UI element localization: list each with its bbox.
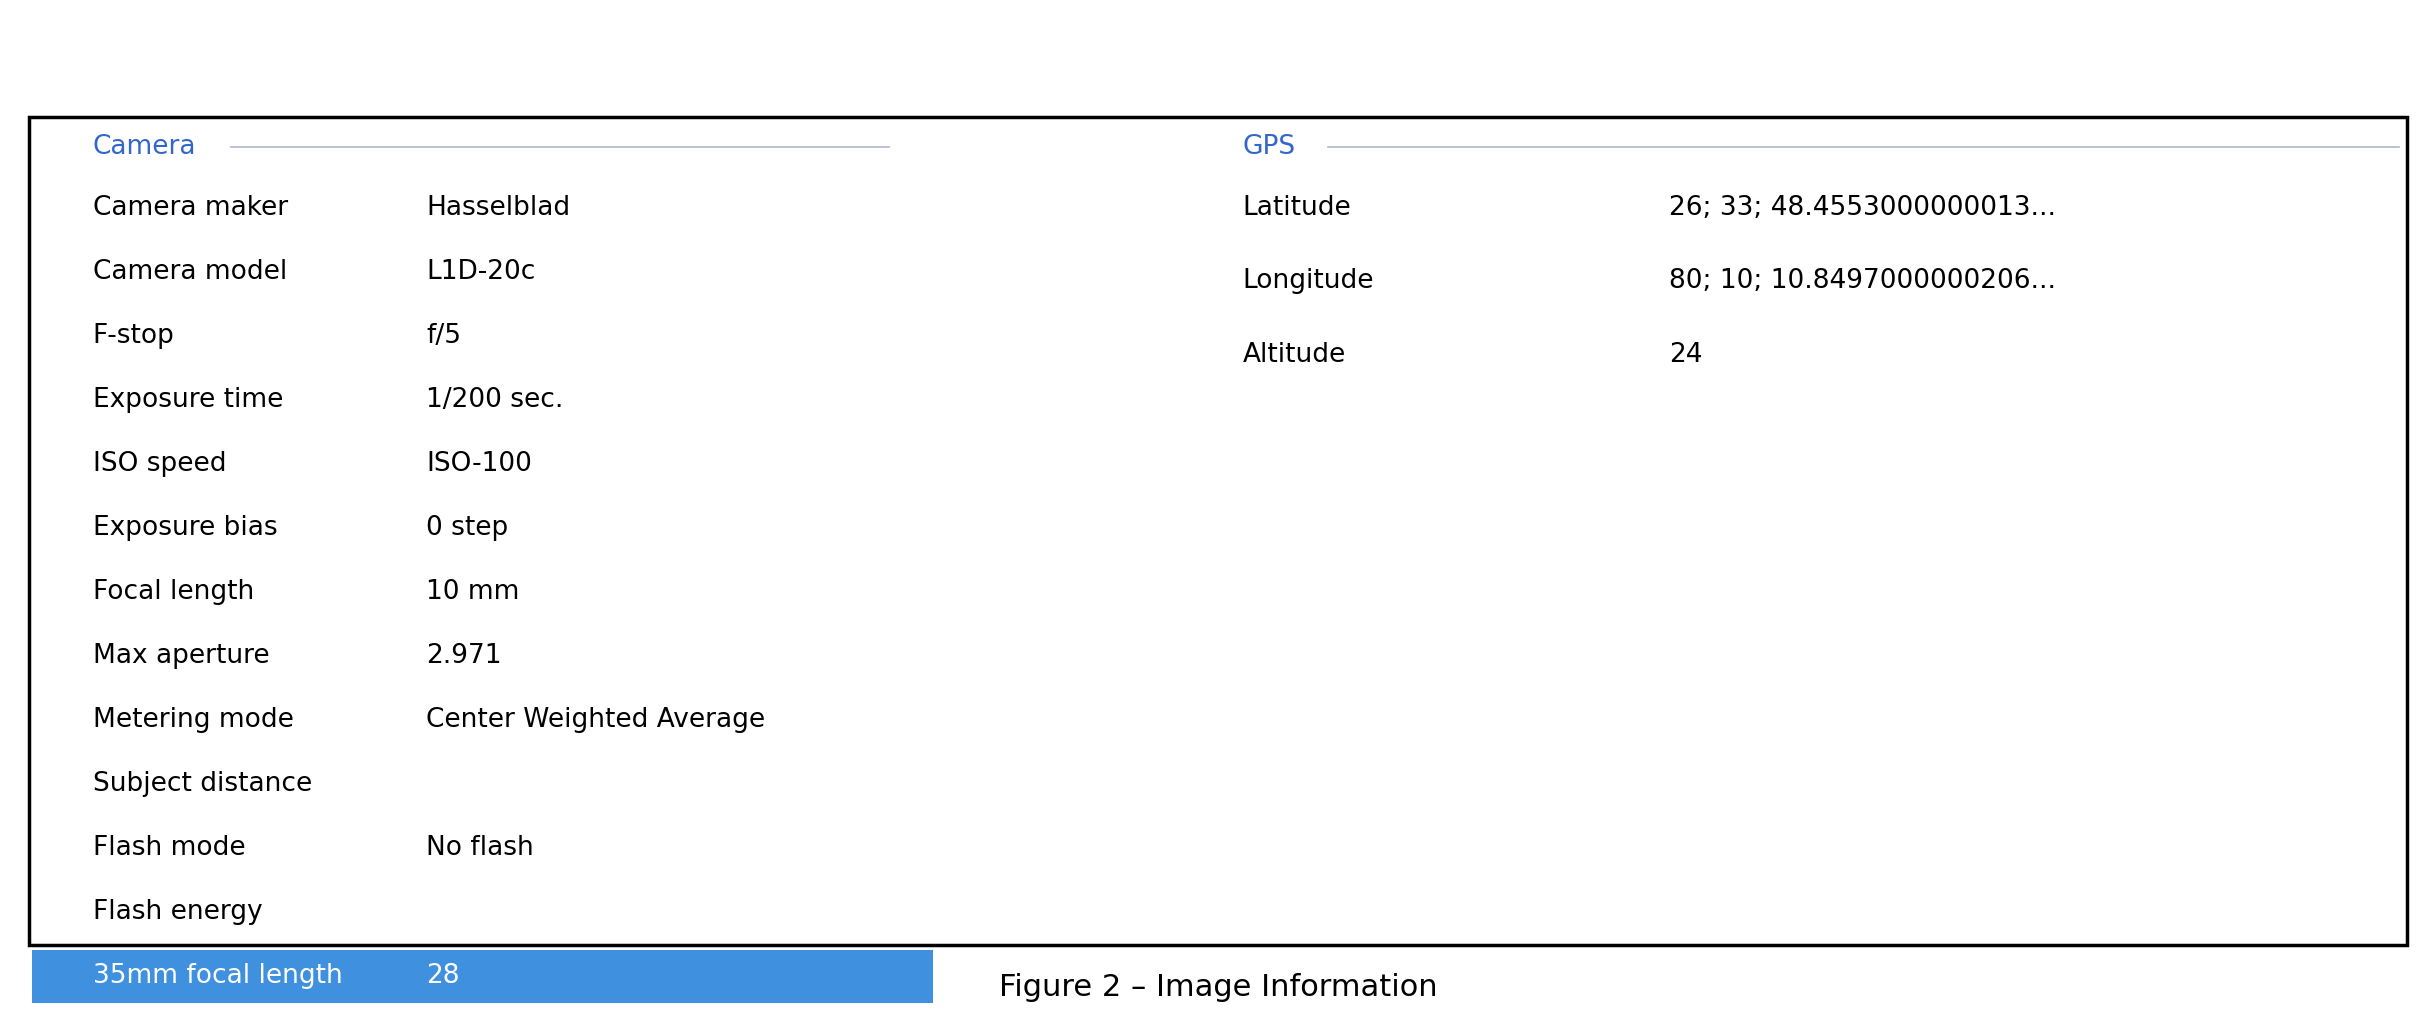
Text: f/5: f/5 xyxy=(426,323,460,350)
Text: Exposure time: Exposure time xyxy=(93,387,283,414)
Text: 2.971: 2.971 xyxy=(426,643,502,670)
Text: L1D-20c: L1D-20c xyxy=(426,259,536,285)
Text: Center Weighted Average: Center Weighted Average xyxy=(426,707,765,734)
Text: Figure 2 – Image Information: Figure 2 – Image Information xyxy=(999,973,1437,1002)
Text: 35mm focal length: 35mm focal length xyxy=(93,963,343,990)
Text: 26; 33; 48.4553000000013...: 26; 33; 48.4553000000013... xyxy=(1669,195,2056,221)
Text: GPS: GPS xyxy=(1242,134,1296,161)
Text: Camera maker: Camera maker xyxy=(93,195,287,221)
Text: Max aperture: Max aperture xyxy=(93,643,270,670)
Text: Focal length: Focal length xyxy=(93,579,253,606)
Text: Camera model: Camera model xyxy=(93,259,287,285)
Text: Metering mode: Metering mode xyxy=(93,707,292,734)
Text: No flash: No flash xyxy=(426,835,533,862)
Text: Subject distance: Subject distance xyxy=(93,771,312,798)
Text: F-stop: F-stop xyxy=(93,323,175,350)
Text: 28: 28 xyxy=(426,963,460,990)
Text: Altitude: Altitude xyxy=(1242,341,1345,368)
Text: 1/200 sec.: 1/200 sec. xyxy=(426,387,563,414)
Text: Latitude: Latitude xyxy=(1242,195,1352,221)
Text: Longitude: Longitude xyxy=(1242,268,1374,295)
Text: Hasselblad: Hasselblad xyxy=(426,195,570,221)
Text: 80; 10; 10.8497000000206...: 80; 10; 10.8497000000206... xyxy=(1669,268,2056,295)
Text: Exposure bias: Exposure bias xyxy=(93,515,278,542)
Bar xyxy=(29,117,2407,945)
Text: ISO speed: ISO speed xyxy=(93,451,227,478)
Text: Flash mode: Flash mode xyxy=(93,835,246,862)
Text: 10 mm: 10 mm xyxy=(426,579,519,606)
Text: 0 step: 0 step xyxy=(426,515,509,542)
Bar xyxy=(32,950,933,1003)
Text: ISO-100: ISO-100 xyxy=(426,451,531,478)
Text: 24: 24 xyxy=(1669,341,1703,368)
Text: Camera: Camera xyxy=(93,134,195,161)
Text: Flash energy: Flash energy xyxy=(93,899,263,926)
